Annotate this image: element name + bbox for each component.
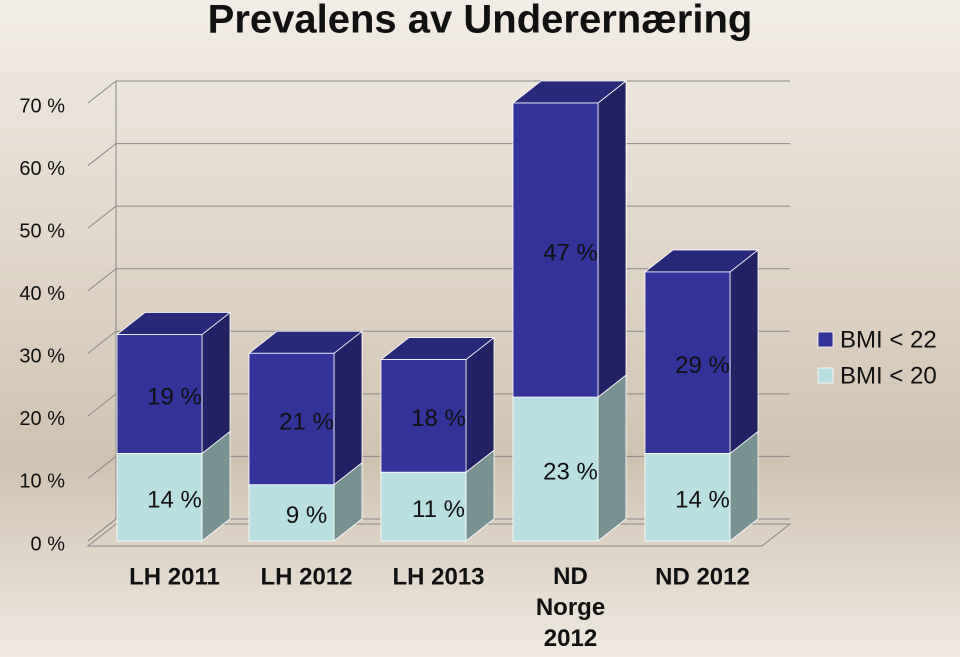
value-label: 47 % <box>543 239 598 266</box>
bar-side <box>597 374 627 542</box>
x-tick-label: ND Norge 2012 <box>536 563 605 652</box>
bar-side <box>333 330 363 486</box>
legend-label: BMI < 22 <box>840 326 937 353</box>
bar <box>512 396 599 542</box>
y-tick-label: 10 % <box>19 471 65 493</box>
chart-title: Prevalens av Underernæring <box>208 0 753 42</box>
value-label: 21 % <box>279 408 334 435</box>
y-tick-label: 70 % <box>19 95 65 117</box>
bar-side <box>597 80 627 398</box>
bar <box>644 271 731 454</box>
value-label: 14 % <box>147 487 202 514</box>
bar <box>116 334 203 454</box>
bar <box>248 352 335 486</box>
bar <box>380 471 467 542</box>
x-tick-label: ND 2012 <box>655 563 750 590</box>
x-tick-label: LH 2012 <box>260 563 352 590</box>
value-label: 14 % <box>675 487 730 514</box>
bar-side <box>729 249 759 455</box>
bar <box>380 359 467 473</box>
x-tick-label: LH 2013 <box>392 563 484 590</box>
bar <box>512 102 599 398</box>
y-tick-label: 30 % <box>19 346 65 368</box>
value-label: 23 % <box>543 458 598 485</box>
y-tick-label: 60 % <box>19 158 65 180</box>
legend-label: BMI < 20 <box>840 362 937 389</box>
y-tick-label: 50 % <box>19 220 65 242</box>
value-label: 29 % <box>675 352 730 379</box>
y-tick-label: 20 % <box>19 408 65 430</box>
floor <box>86 523 792 547</box>
bar <box>644 452 731 542</box>
bar-side <box>201 311 231 455</box>
legend-swatch <box>817 331 834 348</box>
value-label: 18 % <box>411 405 466 432</box>
bar <box>116 452 203 542</box>
bar-side <box>465 336 495 473</box>
value-label: 19 % <box>147 383 202 410</box>
value-label: 11 % <box>412 496 465 523</box>
y-tick-label: 0 % <box>31 533 66 555</box>
x-tick-label: LH 2011 <box>129 563 220 590</box>
legend-swatch <box>817 367 834 384</box>
value-label: 9 % <box>286 502 327 529</box>
y-tick-label: 40 % <box>19 283 65 305</box>
